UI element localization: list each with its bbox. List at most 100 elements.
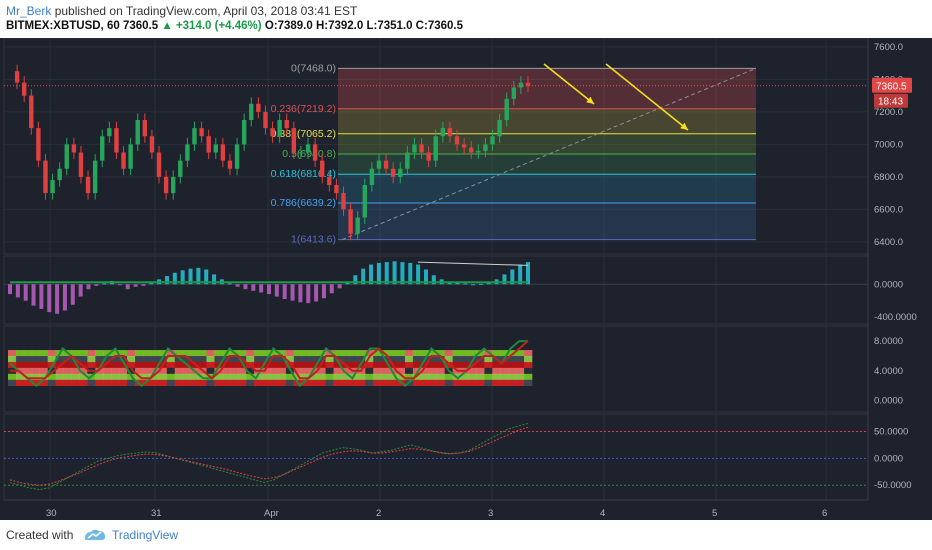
heat-cell [381,379,390,387]
osc-tick-label: 0.0000 [874,396,903,407]
osc-tick-label: 4.0000 [874,366,903,377]
macd-bar [227,283,232,285]
candle [178,160,183,177]
heat-cell [397,367,406,375]
candle [277,120,282,137]
candle [220,144,226,161]
fib-zone [338,174,756,204]
heat-cell [381,373,390,381]
heat-cell [301,367,310,375]
heat-cell [174,356,183,363]
heat-cell [357,361,366,369]
publish-info: Mr_Berk published on TradingView.com, Ap… [6,4,357,18]
heat-cell [524,367,533,375]
heat-cell [516,373,525,381]
heat-cell [182,356,191,363]
heat-cell [333,361,342,369]
macd-bar [337,284,342,289]
candle [383,160,389,169]
candle [476,150,481,153]
heat-cell [190,350,199,357]
heat-cell [460,356,469,363]
fib-zone [338,108,756,134]
pane-frame-1 [3,255,869,325]
macd-bar [416,264,421,285]
heat-cell [135,361,144,369]
macd-bar [243,284,248,290]
heat-cell [8,373,17,381]
heat-cell [166,356,176,363]
heat-cell [150,373,160,381]
macd-bar [369,264,374,285]
heat-cell [31,373,41,381]
heat-cell [373,356,382,363]
heat-cell [55,367,64,375]
arrow-line[interactable] [543,63,595,105]
heat-cell [476,361,485,369]
heat-cell [333,373,342,381]
candle [447,128,453,137]
heat-cell [55,373,64,381]
heat-cell [293,350,303,357]
heat-cell [39,367,48,375]
macd-bar [47,284,52,313]
heat-cell [365,379,374,387]
fib-zone [338,203,756,240]
heat-cell [230,361,239,369]
heat-cell [397,356,406,363]
heat-cell [230,379,239,387]
heat-cell [333,350,342,357]
heat-cell [397,361,406,369]
heat-cell [341,373,350,381]
heat-cell [285,361,295,369]
stoch-tick-label: 0.0000 [874,453,903,464]
last-price-tag [872,77,912,93]
last-price: 7360.5 [122,20,159,32]
fib-level-label: 0.618(6816.4) [271,168,336,180]
heat-cell [95,361,104,369]
heat-cell [349,356,358,363]
arrow-line[interactable] [605,63,689,131]
candle [149,136,155,153]
heat-cell [166,367,176,375]
author-link[interactable]: Mr_Berk [6,4,52,18]
heat-cell [246,379,255,387]
heat-cell [389,379,398,387]
stoch-series-line [9,422,529,491]
heat-cell [404,373,414,381]
heat-cell [150,361,160,369]
candle [483,144,488,151]
heat-cell [285,373,295,381]
heat-cell [174,361,183,369]
heat-cell [127,361,136,369]
heat-cell [524,379,533,387]
trend-line[interactable] [341,67,757,241]
heat-cell [119,350,128,357]
macd-bar [392,261,397,285]
heat-cell [309,356,318,363]
tradingview-link[interactable]: TradingView [112,528,179,542]
heat-cell [492,361,501,369]
heat-cell [516,361,525,369]
divergence-line[interactable] [417,261,529,266]
heat-cell [190,356,199,363]
tradingview-logo-icon [85,529,105,540]
heat-cell [214,379,223,387]
macd-bar [423,269,428,285]
candle [199,128,204,137]
macd-bar [78,284,83,297]
fib-level-label: 0.236(7219.2) [271,103,336,115]
macd-bar [298,284,303,303]
heat-cell [230,373,239,381]
arrow-head [680,122,688,130]
x-tick-label: 3 [488,508,493,519]
candle [128,144,133,169]
macd-bar [235,284,240,287]
chart-svg[interactable]: 3031Apr234567600.07400.07200.07000.06800… [0,37,932,520]
pane-frame-3 [3,413,869,501]
heat-cell [476,350,485,357]
heat-cell [238,379,247,387]
macd-bar [86,284,91,290]
chart-canvas[interactable]: 3031Apr234567600.07400.07200.07000.06800… [0,37,932,520]
heat-cell [389,350,398,357]
